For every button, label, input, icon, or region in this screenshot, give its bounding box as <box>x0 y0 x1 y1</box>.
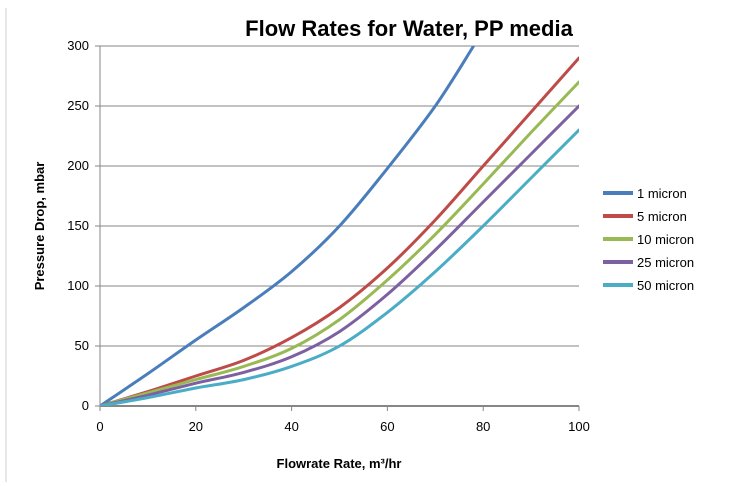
series-line-4 <box>100 104 579 406</box>
chart-title: Flow Rates for Water, PP media <box>245 16 573 41</box>
x-tick-label-0: 0 <box>96 419 103 434</box>
y-axis-label: Pressure Drop, mbar <box>32 162 47 291</box>
x-axis-label: Flowrate Rate, m³/hr <box>277 456 402 471</box>
legend-label-4: 25 micron <box>637 255 694 270</box>
x-tick-label-5: 100 <box>568 419 590 434</box>
legend-label-1: 1 micron <box>637 186 687 201</box>
legend-label-5: 50 micron <box>637 278 694 293</box>
y-tick-label-1: 50 <box>75 338 89 353</box>
series-line-2 <box>100 56 579 406</box>
series-line-1 <box>100 46 476 406</box>
y-tick-label-4: 200 <box>67 158 89 173</box>
series-lines <box>100 46 579 406</box>
x-tick-labels: 0 20 40 60 80 100 <box>96 406 590 434</box>
x-tick-label-1: 20 <box>189 419 203 434</box>
legend-label-3: 10 micron <box>637 232 694 247</box>
y-tick-label-2: 100 <box>67 278 89 293</box>
series-line-3 <box>100 80 579 406</box>
y-tick-label-0: 0 <box>82 398 89 413</box>
x-tick-label-2: 40 <box>284 419 298 434</box>
x-tick-label-4: 80 <box>476 419 490 434</box>
y-tick-label-5: 250 <box>67 98 89 113</box>
y-tick-labels: 0 50 100 150 200 250 300 <box>67 38 100 413</box>
legend-label-2: 5 micron <box>637 209 687 224</box>
x-tick-label-3: 60 <box>380 419 394 434</box>
y-tick-label-6: 300 <box>67 38 89 53</box>
legend: 1 micron 5 micron 10 micron 25 micron 50 mic… <box>603 186 694 293</box>
series-line-5 <box>100 128 579 406</box>
y-tick-label-3: 150 <box>67 218 89 233</box>
